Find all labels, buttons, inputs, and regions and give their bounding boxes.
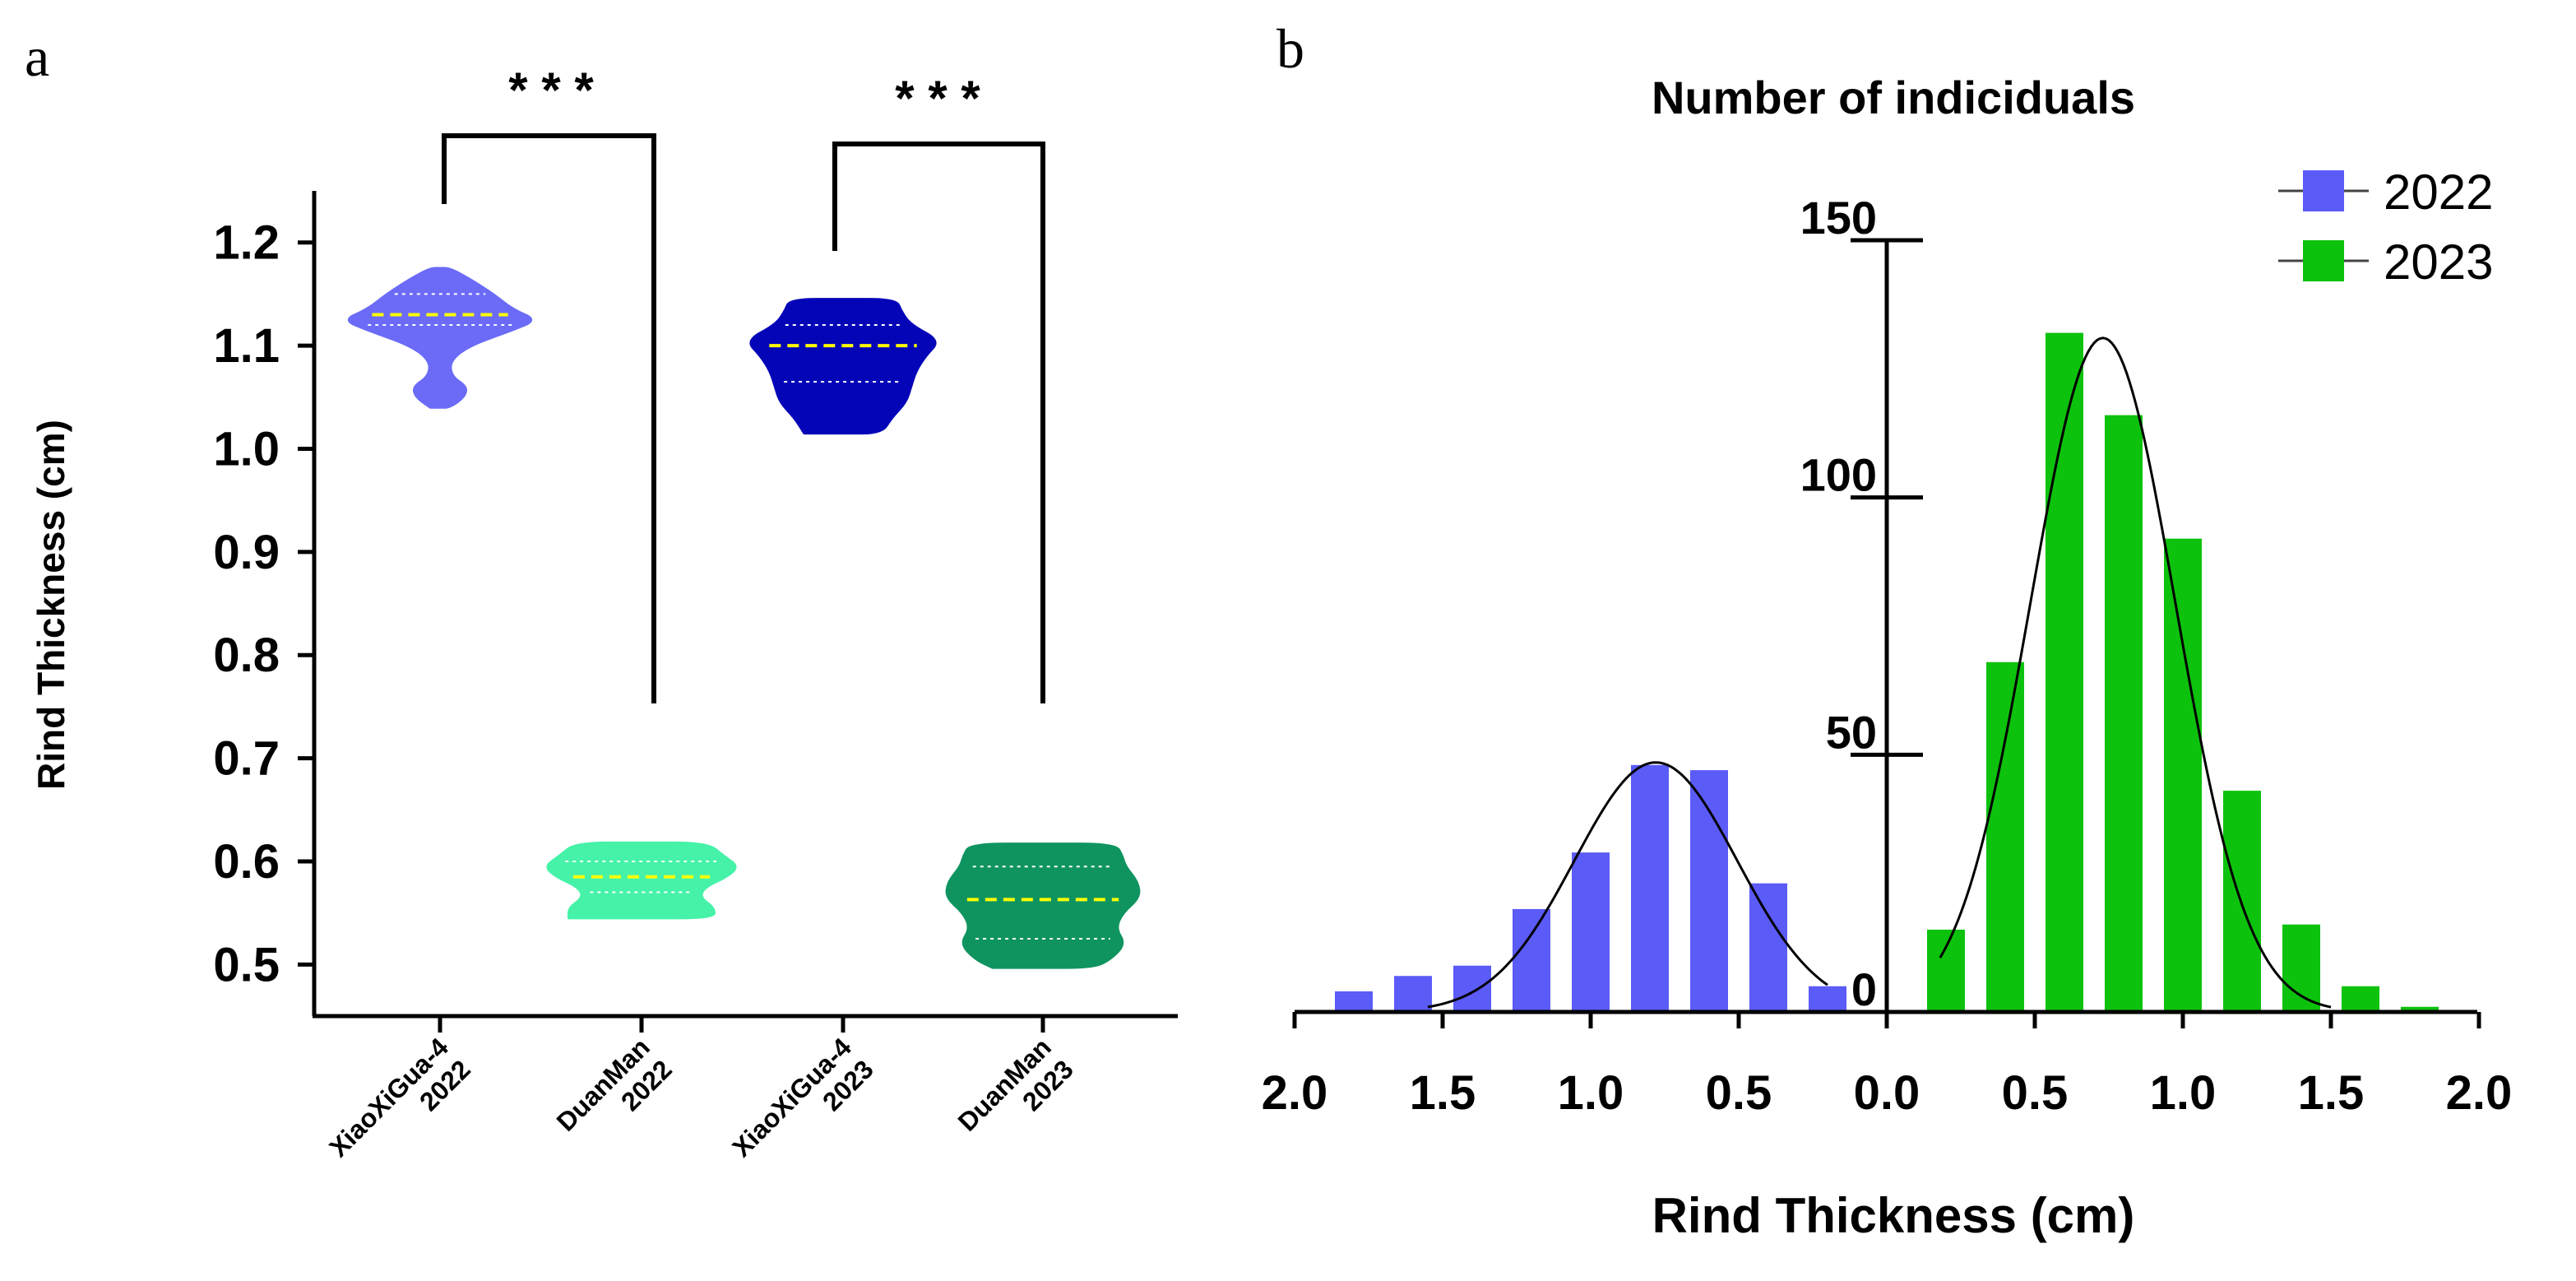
x-tick-label: 0.0: [1854, 1066, 1920, 1120]
bar-2022-5: [1513, 908, 1550, 1012]
significance-label: * * *: [895, 71, 980, 126]
significance-bracket: [832, 142, 1045, 703]
violin-0: [347, 267, 533, 409]
x-tick-label: 1.5: [1410, 1066, 1476, 1120]
bar-2023-0: [1927, 929, 1965, 1012]
legend-swatch-2023: [2303, 240, 2344, 281]
significance-bracket: [442, 133, 656, 703]
y-axis-label: Rind Thickness (cm): [30, 420, 72, 790]
bar-2022-1: [1749, 883, 1787, 1012]
significance-label: * * *: [508, 63, 594, 118]
y-tick-label: 1.1: [213, 319, 280, 373]
violin-3: [945, 842, 1141, 969]
bar-2023-3: [2105, 415, 2143, 1012]
violin-1: [546, 841, 737, 920]
bar-2023-6: [2282, 924, 2320, 1012]
y-tick-label: 100: [1800, 449, 1877, 501]
x-axis-label: Rind Thickness (cm): [1652, 1188, 2135, 1243]
chart-title: Number of indiciduals: [1652, 72, 2135, 123]
legend-label-2023: 2023: [2384, 234, 2493, 290]
bar-2023-8: [2401, 1006, 2439, 1012]
x-tick-label: 0.5: [2002, 1066, 2069, 1120]
x-tick-label: DuanMan2023: [952, 1032, 1079, 1158]
y-tick-label: 0.6: [213, 835, 280, 889]
bar-2022-7: [1394, 976, 1432, 1012]
fit-curve-2022: [1427, 761, 1828, 1009]
bar-2023-7: [2342, 986, 2379, 1012]
x-tick-label: 2.0: [1262, 1066, 1328, 1120]
x-tick-label: 1.0: [2150, 1066, 2217, 1120]
panel-label-b: b: [1276, 17, 1304, 80]
y-tick-label: 150: [1800, 192, 1877, 244]
x-tick-label: 1.5: [2298, 1066, 2365, 1120]
bar-2022-2: [1690, 770, 1728, 1012]
x-tick-label: XiaoXiGua-42023: [726, 1032, 879, 1185]
bar-2022-6: [1453, 965, 1491, 1012]
legend-swatch-2022: [2303, 170, 2344, 211]
fit-curve-2023: [1939, 336, 2332, 1009]
bar-2022-8: [1335, 991, 1373, 1012]
histogram-chart: Number of indiciduals Rind Thickness (cm…: [1262, 72, 2513, 1243]
y-tick-label: 0.5: [213, 938, 280, 991]
violin-2: [749, 298, 937, 435]
y-tick-label: 0: [1851, 963, 1877, 1015]
violin-chart: Rind Thickness (cm) 0.5 0.6 0.7 0.8 0.9 1.0 1.…: [30, 63, 1178, 1185]
x-tick-label: DuanMan2022: [551, 1032, 678, 1158]
panel-label-a: a: [25, 26, 49, 88]
bar-2023-2: [2046, 332, 2083, 1012]
legend-label-2022: 2022: [2384, 165, 2493, 220]
x-tick-label: 1.0: [1558, 1066, 1624, 1120]
y-tick-label: 1.2: [213, 216, 280, 270]
y-tick-label: 1.0: [213, 422, 280, 476]
bar-2022-0: [1809, 986, 1846, 1012]
bar-2022-4: [1572, 852, 1610, 1012]
bar-2023-4: [2164, 538, 2202, 1012]
y-tick-label: 50: [1826, 706, 1877, 758]
bar-2022-3: [1631, 764, 1669, 1012]
bar-2023-1: [1986, 661, 2024, 1012]
y-tick-label: 0.8: [213, 629, 280, 682]
y-tick-label: 0.7: [213, 732, 280, 786]
x-tick-label: 0.5: [1706, 1066, 1772, 1120]
x-tick-label: XiaoXiGua-42022: [323, 1032, 476, 1185]
legend: 2022 2023: [2278, 165, 2493, 290]
x-tick-label: 2.0: [2446, 1066, 2513, 1120]
y-tick-label: 0.9: [213, 526, 280, 579]
